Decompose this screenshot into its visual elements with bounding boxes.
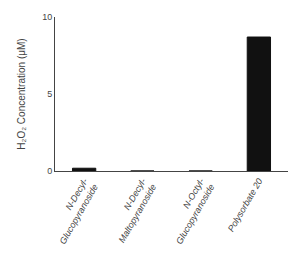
svg-text:N-Decyl-Glucopyranoside: N-Decyl-Glucopyranoside [47, 177, 100, 246]
svg-text:N-Octyl-Glucopyranoside: N-Octyl-Glucopyranoside [164, 177, 217, 246]
svg-text:10: 10 [42, 12, 52, 22]
svg-text:Polysorbate 20: Polysorbate 20 [226, 177, 265, 234]
svg-text:5: 5 [47, 89, 52, 99]
svg-text:H₂O₂ Concentration (μM): H₂O₂ Concentration (μM) [16, 38, 27, 149]
svg-text:0: 0 [47, 166, 52, 176]
svg-text:N-Decyl-Maltopyranoside: N-Decyl-Maltopyranoside [106, 177, 158, 245]
